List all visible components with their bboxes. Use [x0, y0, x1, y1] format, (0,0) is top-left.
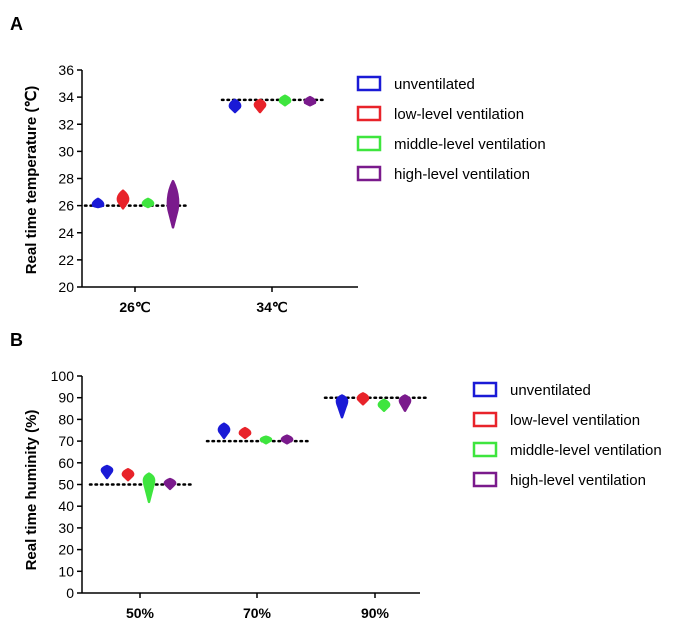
panel-a-x-tick-label: 34℃ [256, 299, 288, 315]
panel-b-legend-label: low-level ventilation [510, 412, 640, 429]
panel-b-x-tick-label: 50% [126, 605, 155, 619]
panel-a-y-tick-label: 22 [58, 252, 74, 268]
panel-a-axes: 20 22 24 26 28 30 32 34 36 26℃ 34℃ [58, 62, 358, 315]
panel-a: A Real time temperature (℃) 20 22 24 26 28 30… [10, 14, 546, 315]
panel-a-legend-swatch [356, 75, 382, 92]
panel-b-legend-swatch [472, 411, 498, 428]
panel-b-violin [335, 394, 349, 419]
panel-b-y-tick-label: 70 [58, 433, 74, 449]
panel-b-axes: 0 10 20 30 40 50 60 70 80 90 100 50% 70% 90% [51, 368, 420, 619]
panel-b-violin [398, 394, 412, 412]
panel-b-violin [142, 472, 156, 504]
panel-b-legend-label: high-level ventilation [510, 472, 646, 489]
panel-a-y-tick-label: 28 [58, 171, 74, 187]
panel-b-reference-lines [88, 396, 429, 486]
panel-a-x-tick-label: 26℃ [119, 299, 151, 315]
panel-a-y-tick-label: 24 [58, 225, 74, 241]
panel-b-y-axis-title: Real time huminity (%) [23, 410, 40, 571]
panel-a-y-tick-label: 36 [58, 62, 74, 78]
panel-b-y-tick-label: 40 [58, 498, 74, 514]
panel-b-violins [100, 392, 412, 504]
panel-a-legend-label: middle-level ventilation [394, 136, 546, 153]
panel-a-violin [166, 179, 180, 229]
panel-b-legend-swatch [472, 441, 498, 458]
panel-a-y-tick-label: 30 [58, 143, 74, 159]
panel-b-y-tick-label: 90 [58, 390, 74, 406]
panel-a-legend-label: unventilated [394, 76, 475, 93]
panel-b-x-tick-label: 90% [361, 605, 390, 619]
panel-a-violin [303, 95, 317, 107]
panel-a-reference-lines [83, 98, 326, 207]
panel-a-y-tick-label: 20 [58, 279, 74, 295]
panel-b-y-tick-label: 10 [58, 563, 74, 579]
panel-a-legend-swatch [356, 165, 382, 182]
panel-a-legend-swatch [356, 135, 382, 152]
panel-b-legend: unventilated low-level ventilation middle-… [472, 381, 662, 489]
panel-a-violin [141, 197, 155, 209]
panel-b-y-tick-label: 50 [58, 477, 74, 493]
panel-b-legend-label: middle-level ventilation [510, 442, 662, 459]
panel-b-y-tick-label: 0 [66, 585, 74, 601]
panel-b-y-tick-label: 20 [58, 542, 74, 558]
panel-b-x-tick-label: 70% [243, 605, 272, 619]
panel-a-y-tick-label: 34 [58, 89, 74, 105]
panel-a-y-axis-title: Real time temperature (℃) [23, 86, 40, 275]
panel-b-y-tick-label: 100 [51, 368, 75, 384]
panel-b-legend-label: unventilated [510, 382, 591, 399]
panel-a-legend-label: high-level ventilation [394, 166, 530, 183]
panel-b-legend-swatch [472, 471, 498, 488]
panel-b: B Real time huminity (%) 0 10 20 30 40 50 60 70… [10, 330, 662, 619]
panel-b-letter: B [10, 330, 23, 350]
panel-b-y-tick-label: 80 [58, 411, 74, 427]
panel-a-violins [91, 94, 317, 229]
panel-b-violin [100, 464, 114, 480]
panel-a-legend: unventilated low-level ventilation middle-… [356, 75, 546, 183]
panel-a-y-tick-label: 32 [58, 116, 74, 132]
panel-a-legend-swatch [356, 105, 382, 122]
panel-b-y-tick-label: 60 [58, 455, 74, 471]
panel-a-letter: A [10, 14, 23, 34]
panel-a-legend-label: low-level ventilation [394, 106, 524, 123]
panel-a-y-tick-label: 26 [58, 198, 74, 214]
panel-b-y-tick-label: 30 [58, 520, 74, 536]
panel-b-legend-swatch [472, 381, 498, 398]
